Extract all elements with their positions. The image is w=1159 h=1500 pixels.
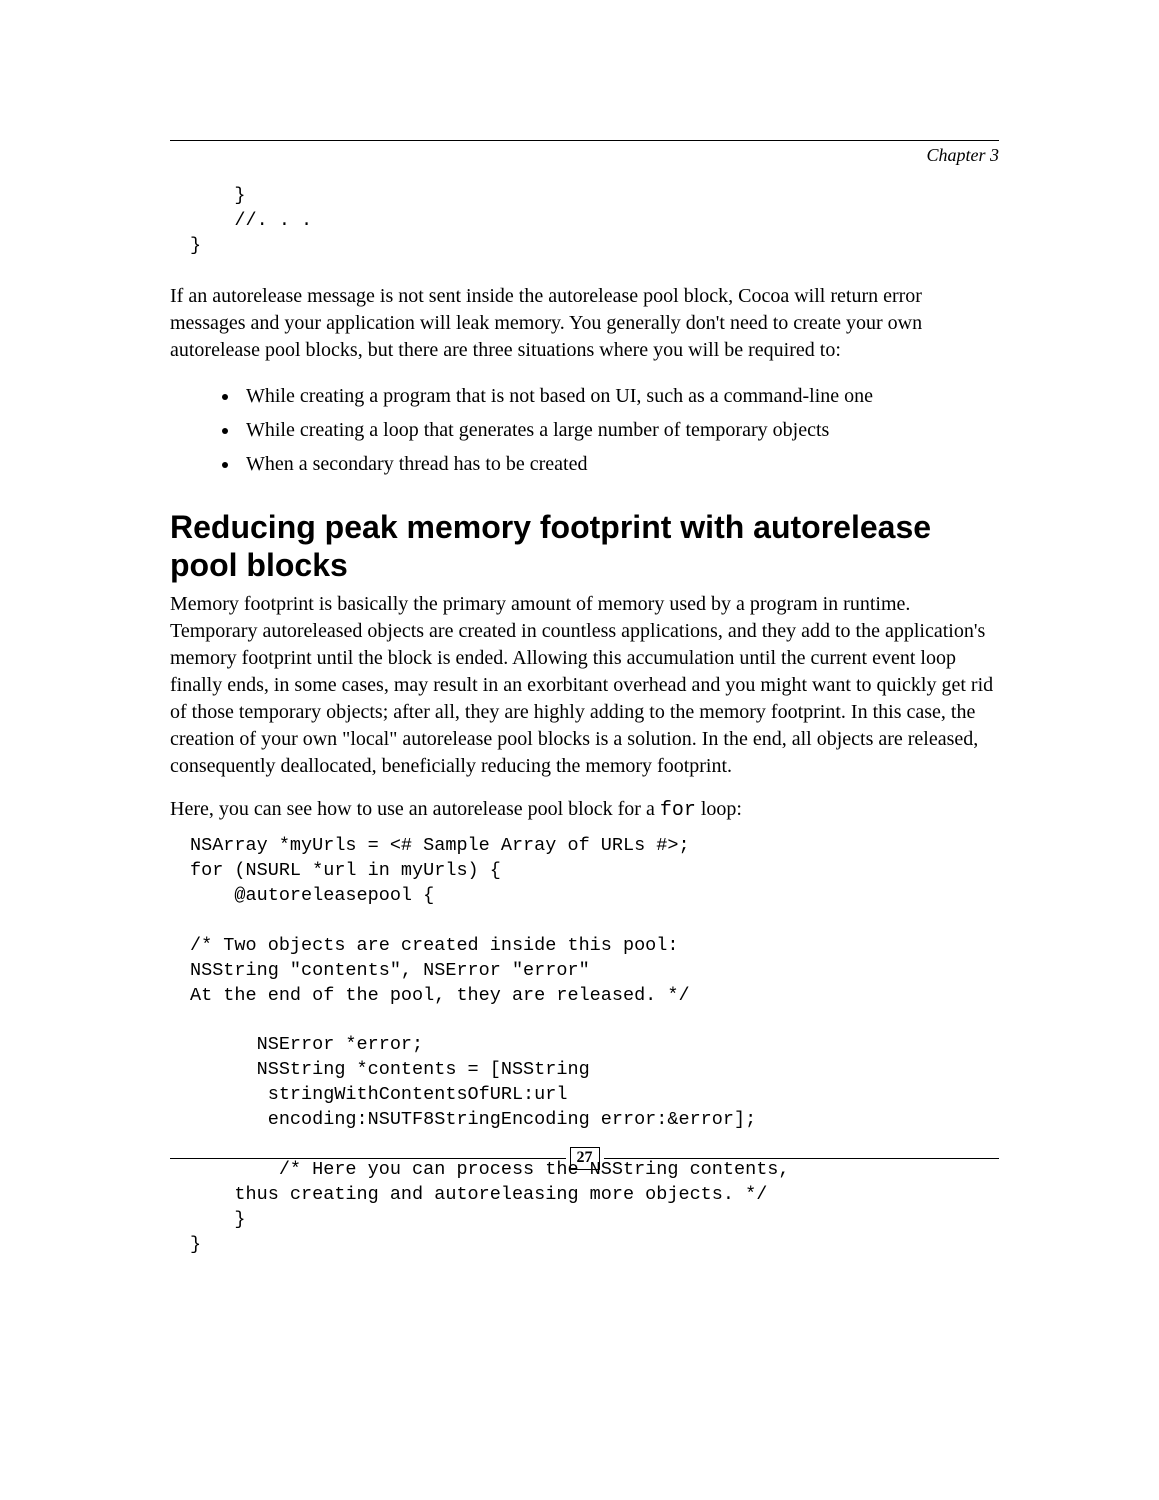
footer-rule-left — [170, 1158, 566, 1159]
paragraph-intro: If an autorelease message is not sent in… — [170, 283, 999, 364]
page: Chapter 3 } //. . . } If an autorelease … — [0, 0, 1159, 1500]
footer-rule-right — [604, 1158, 1000, 1159]
code-block-top: } //. . . } — [190, 184, 999, 259]
text-run: loop: — [696, 798, 742, 820]
header-rule — [170, 140, 999, 141]
page-number: 27 — [570, 1147, 600, 1170]
list-item: While creating a loop that generates a l… — [240, 414, 999, 446]
page-footer: 27 — [170, 1147, 999, 1170]
paragraph-for-loop-intro: Here, you can see how to use an autorele… — [170, 796, 999, 824]
text-run: Here, you can see how to use an autorele… — [170, 798, 660, 820]
code-block-bottom: NSArray *myUrls = <# Sample Array of URL… — [190, 834, 999, 1258]
bullet-list: While creating a program that is not bas… — [170, 380, 999, 480]
list-item: While creating a program that is not bas… — [240, 380, 999, 412]
inline-code-for: for — [660, 799, 696, 822]
section-heading: Reducing peak memory footprint with auto… — [170, 508, 999, 585]
list-item: When a secondary thread has to be create… — [240, 448, 999, 480]
chapter-label: Chapter 3 — [170, 145, 999, 166]
paragraph-memory-footprint: Memory footprint is basically the primar… — [170, 591, 999, 780]
